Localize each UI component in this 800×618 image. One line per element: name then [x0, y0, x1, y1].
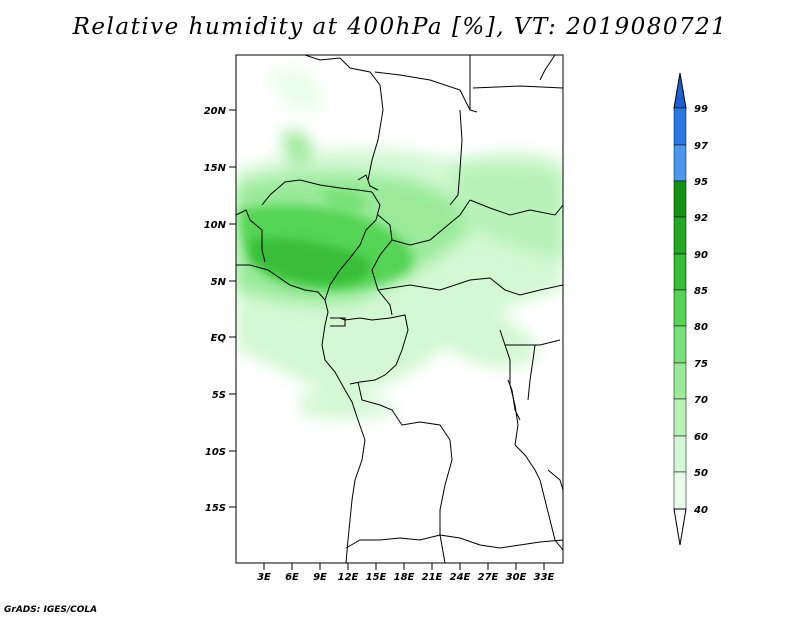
colorbar-label: 90: [694, 250, 708, 261]
colorbar-segment: [673, 107, 687, 146]
colorbar-bottom-arrow: [673, 508, 687, 546]
credit-text: GrADS: IGES/COLA: [4, 605, 98, 615]
lat-tick-label: EQ: [211, 333, 227, 344]
map-frame: [235, 54, 564, 564]
lat-tick-label: 20N: [204, 106, 227, 117]
colorbar-top-arrow: [673, 72, 687, 109]
lon-tick-label: 24E: [450, 572, 471, 583]
lat-tick-label: 10N: [204, 220, 227, 231]
country-borders: [236, 55, 563, 563]
colorbar-segment: [673, 180, 687, 218]
lon-tick-label: 3E: [257, 572, 271, 583]
colorbar-segment: [673, 144, 687, 182]
lon-tick-label: 12E: [338, 572, 359, 583]
lon-tick-label: 33E: [534, 572, 555, 583]
colorbar-segment: [673, 216, 687, 255]
colorbar-label: 40: [693, 505, 708, 516]
colorbar-segment: [673, 325, 687, 364]
colorbar-label: 50: [694, 468, 708, 479]
colorbar-segment: [673, 253, 687, 291]
colorbar-label: 97: [694, 141, 708, 152]
colorbar-segment: [673, 435, 687, 473]
lat-tick-label: 15N: [204, 163, 227, 174]
lat-tick-label: 5N: [211, 277, 227, 288]
latitude-labels: 20N 15N 10N 5N EQ 5S 10S 15S: [204, 106, 227, 514]
longitude-labels: 3E 6E 9E 12E 15E 18E 21E 24E 27E 30E 33E: [257, 572, 554, 583]
lon-tick-label: 18E: [394, 572, 415, 583]
colorbar-label: 95: [694, 177, 708, 188]
lat-tick-label: 5S: [212, 390, 226, 401]
lon-tick-label: 30E: [506, 572, 527, 583]
humidity-field: [236, 67, 563, 419]
latitude-axis: [229, 109, 236, 508]
colorbar-label: 92: [694, 213, 708, 224]
colorbar-label: 60: [694, 432, 708, 443]
colorbar-segment: [673, 289, 687, 327]
map-title: Relative humidity at 400hPa [%], VT: 201…: [72, 14, 728, 40]
colorbar: 99 97 95 92 90 85 80 75 70 60 50 40: [673, 72, 708, 546]
lat-tick-label: 10S: [205, 447, 226, 458]
lon-tick-label: 15E: [366, 572, 387, 583]
colorbar-segment: [673, 398, 687, 437]
lon-tick-label: 9E: [313, 572, 327, 583]
longitude-axis: [263, 563, 545, 570]
colorbar-label: 85: [694, 286, 708, 297]
lat-tick-label: 15S: [205, 503, 226, 514]
colorbar-label: 70: [694, 395, 708, 406]
colorbar-segment: [673, 362, 687, 400]
colorbar-label: 75: [694, 359, 708, 370]
colorbar-segment: [673, 471, 687, 510]
lon-tick-label: 21E: [422, 572, 443, 583]
colorbar-label: 80: [694, 322, 708, 333]
colorbar-label: 99: [694, 104, 708, 115]
lon-tick-label: 6E: [285, 572, 299, 583]
lon-tick-label: 27E: [478, 572, 499, 583]
